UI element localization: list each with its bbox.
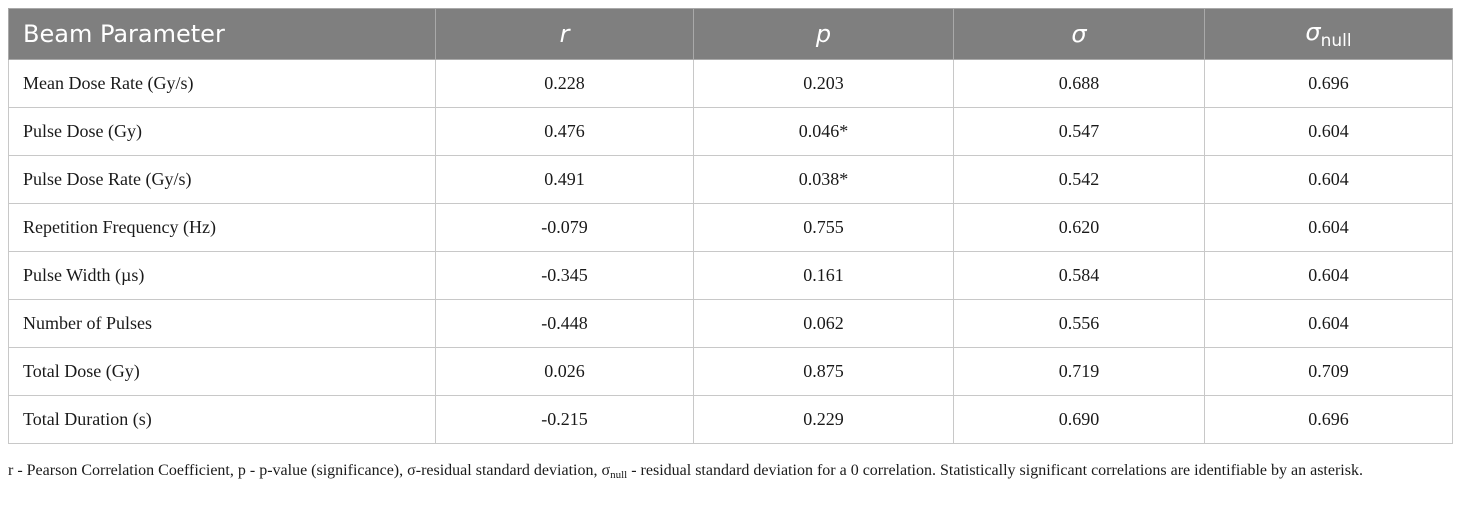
cell-p: 0.062	[693, 299, 954, 348]
cell-beam-parameter: Number of Pulses	[8, 299, 436, 348]
cell-sigma-null: 0.709	[1204, 347, 1453, 396]
cell-sigma-null: 0.696	[1204, 59, 1453, 108]
table-row: Total Dose (Gy) 0.026 0.875 0.719 0.709	[8, 347, 1453, 396]
header-p: p	[693, 8, 954, 60]
cell-beam-parameter: Mean Dose Rate (Gy/s)	[8, 59, 436, 108]
cell-sigma: 0.620	[953, 203, 1205, 252]
cell-sigma-null: 0.604	[1204, 155, 1453, 204]
header-sigma: σ	[953, 8, 1205, 60]
header-label: r	[559, 20, 570, 48]
footnote-text-part1: r - Pearson Correlation Coefficient, p -…	[8, 462, 611, 479]
table-row: Pulse Width (µs) -0.345 0.161 0.584 0.60…	[8, 251, 1453, 300]
cell-p: 0.161	[693, 251, 954, 300]
cell-beam-parameter: Repetition Frequency (Hz)	[8, 203, 436, 252]
footnote-text-part2: - residual standard deviation for a 0 co…	[627, 462, 1363, 479]
header-sigma-null: σnull	[1204, 8, 1453, 60]
cell-sigma-null: 0.696	[1204, 395, 1453, 444]
table-row: Number of Pulses -0.448 0.062 0.556 0.60…	[8, 299, 1453, 348]
cell-beam-parameter: Pulse Width (µs)	[8, 251, 436, 300]
cell-beam-parameter: Total Dose (Gy)	[8, 347, 436, 396]
cell-p: 0.203	[693, 59, 954, 108]
cell-sigma: 0.542	[953, 155, 1205, 204]
cell-r: -0.215	[435, 395, 694, 444]
table-row: Pulse Dose Rate (Gy/s) 0.491 0.038* 0.54…	[8, 155, 1453, 204]
cell-r: 0.228	[435, 59, 694, 108]
cell-p: 0.229	[693, 395, 954, 444]
table-row: Total Duration (s) -0.215 0.229 0.690 0.…	[8, 395, 1453, 444]
cell-sigma: 0.719	[953, 347, 1205, 396]
footnote-subscript: null	[610, 469, 628, 481]
cell-r: 0.491	[435, 155, 694, 204]
header-subscript: null	[1320, 30, 1352, 51]
table-row: Repetition Frequency (Hz) -0.079 0.755 0…	[8, 203, 1453, 252]
header-label: Beam Parameter	[23, 20, 225, 48]
cell-sigma: 0.690	[953, 395, 1205, 444]
beam-parameter-table: Beam Parameter r p σ σnull Mean Dose Rat…	[8, 8, 1453, 444]
cell-p: 0.875	[693, 347, 954, 396]
header-label: σ	[1305, 17, 1321, 46]
cell-beam-parameter: Pulse Dose Rate (Gy/s)	[8, 155, 436, 204]
cell-sigma: 0.547	[953, 107, 1205, 156]
cell-beam-parameter: Pulse Dose (Gy)	[8, 107, 436, 156]
header-r: r	[435, 8, 694, 60]
cell-p: 0.046*	[693, 107, 954, 156]
header-label: σ	[1071, 20, 1087, 48]
cell-sigma-null: 0.604	[1204, 299, 1453, 348]
cell-sigma-null: 0.604	[1204, 107, 1453, 156]
cell-p: 0.755	[693, 203, 954, 252]
cell-sigma: 0.556	[953, 299, 1205, 348]
data-table-container: Beam Parameter r p σ σnull Mean Dose Rat…	[8, 8, 1453, 444]
cell-sigma: 0.688	[953, 59, 1205, 108]
header-beam-parameter: Beam Parameter	[8, 8, 436, 60]
cell-r: -0.079	[435, 203, 694, 252]
cell-sigma: 0.584	[953, 251, 1205, 300]
cell-sigma-null: 0.604	[1204, 203, 1453, 252]
cell-sigma-null: 0.604	[1204, 251, 1453, 300]
cell-r: 0.026	[435, 347, 694, 396]
cell-r: -0.448	[435, 299, 694, 348]
table-footnote: r - Pearson Correlation Coefficient, p -…	[8, 459, 1452, 482]
header-label: p	[815, 20, 832, 48]
cell-r: -0.345	[435, 251, 694, 300]
cell-beam-parameter: Total Duration (s)	[8, 395, 436, 444]
table-row: Pulse Dose (Gy) 0.476 0.046* 0.547 0.604	[8, 107, 1453, 156]
table-header-row: Beam Parameter r p σ σnull	[8, 8, 1453, 60]
cell-r: 0.476	[435, 107, 694, 156]
table-row: Mean Dose Rate (Gy/s) 0.228 0.203 0.688 …	[8, 59, 1453, 108]
cell-p: 0.038*	[693, 155, 954, 204]
